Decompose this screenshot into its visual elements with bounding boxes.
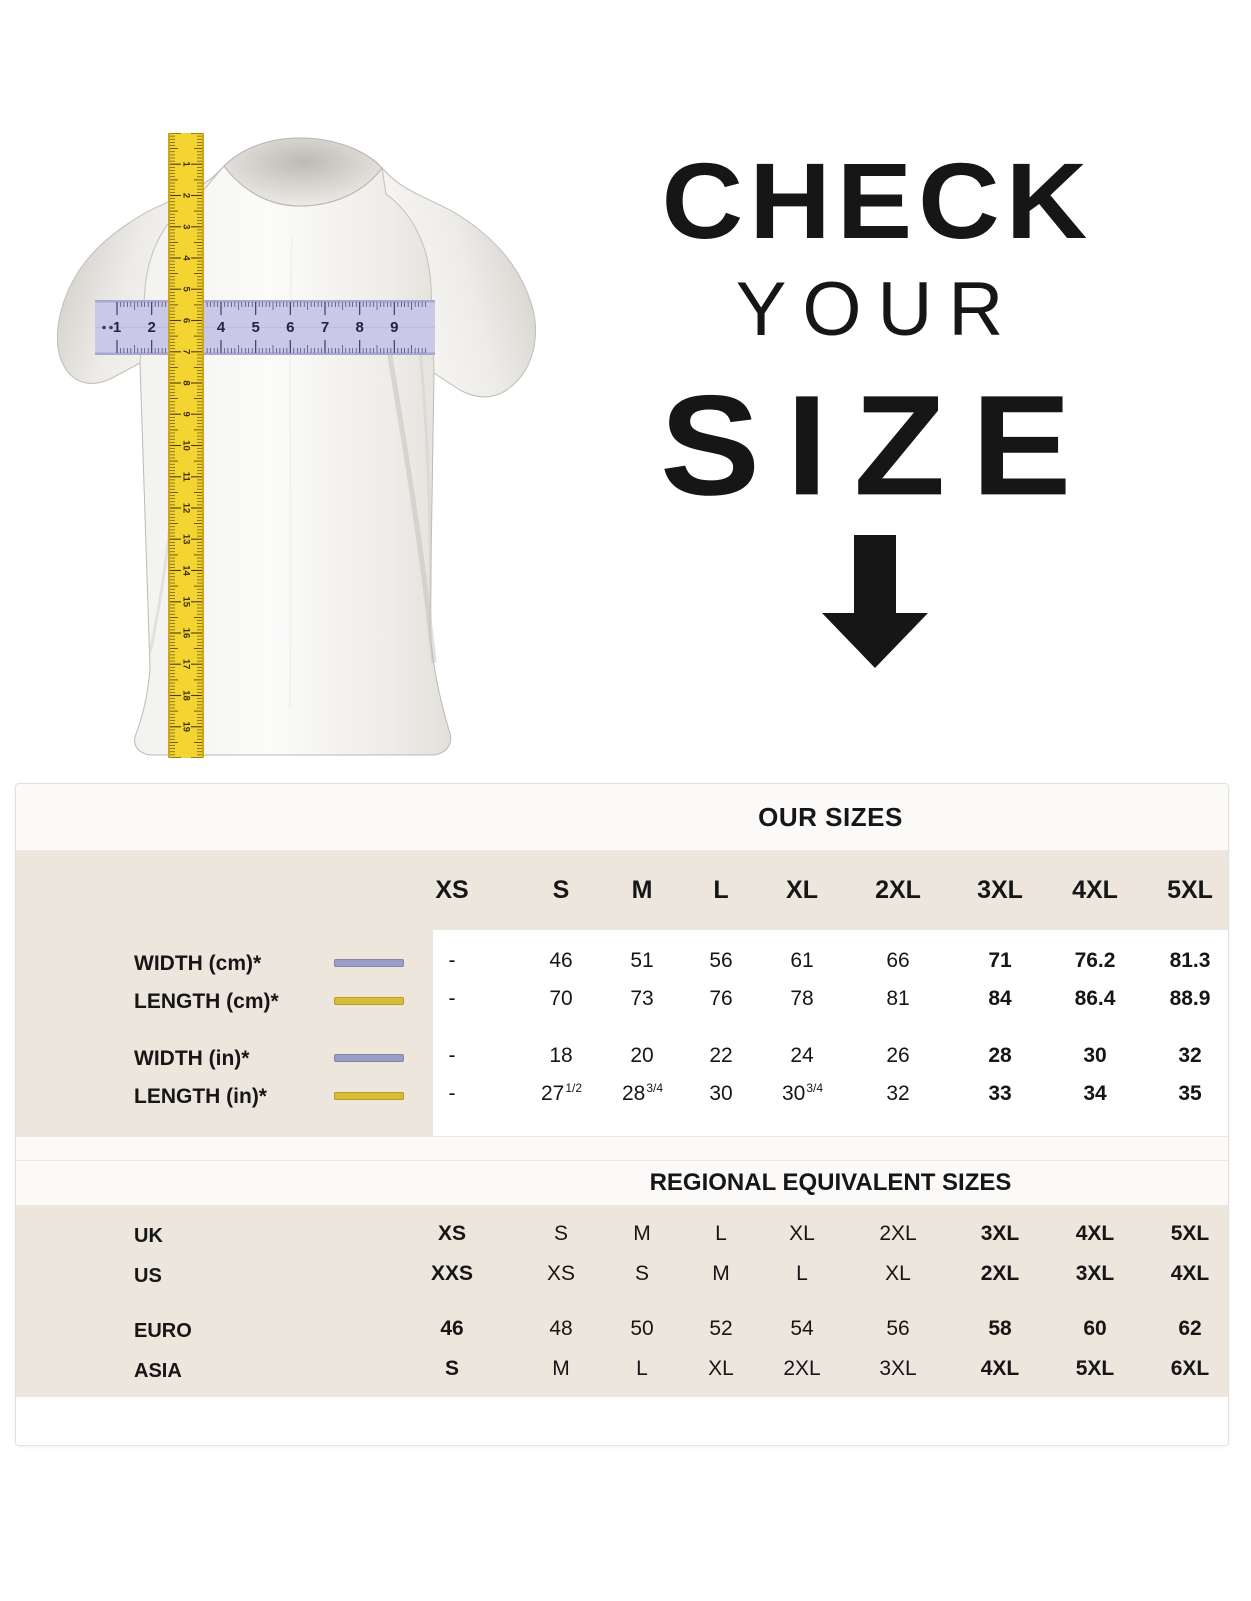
svg-text:17: 17 [180,659,191,670]
svg-text:7: 7 [180,349,191,354]
svg-text:6: 6 [286,319,294,336]
svg-text:2: 2 [180,193,191,198]
svg-text:4: 4 [180,255,191,261]
svg-text:1: 1 [180,162,191,168]
svg-text:8: 8 [180,380,191,385]
svg-text:1: 1 [113,319,121,336]
svg-text:18: 18 [180,690,191,701]
svg-text:5: 5 [180,287,191,293]
svg-text:2: 2 [148,319,156,336]
svg-text:10: 10 [180,440,191,451]
svg-text:3: 3 [180,224,191,229]
svg-text:5: 5 [252,319,260,336]
svg-text:13: 13 [180,534,191,545]
svg-text:4: 4 [217,319,226,336]
svg-text:14: 14 [180,565,191,576]
svg-text:15: 15 [180,597,191,608]
svg-text:9: 9 [180,412,191,417]
svg-text:8: 8 [356,319,364,336]
svg-text:11: 11 [180,472,191,483]
svg-text:16: 16 [180,628,191,639]
svg-text:9: 9 [390,319,398,336]
svg-text:19: 19 [180,722,191,733]
svg-text:6: 6 [180,318,191,323]
svg-text:12: 12 [180,503,191,514]
svg-text:7: 7 [321,319,329,336]
